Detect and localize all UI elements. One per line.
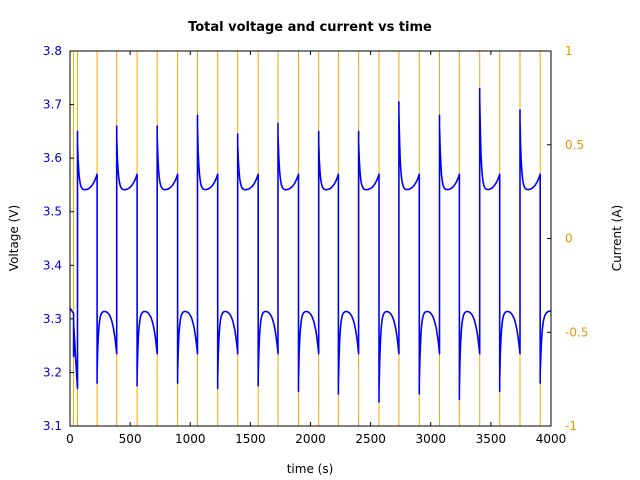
x-tick-label: 4000 [536,432,567,446]
x-tick-label: 2000 [295,432,326,446]
y-tick-label: 3.3 [43,312,62,326]
y2-tick-label: -1 [565,419,577,433]
axis-ticks: 0 500 1000 1500 2000 2500 3000 3500 4000 3.1 3.2 3.… [43,44,589,446]
y2-tick-label: 0 [565,232,573,246]
y-tick-label: 3.7 [43,98,62,112]
y-tick-label: 3.6 [43,151,62,165]
x-tick-label: 2500 [355,432,386,446]
x-tick-label: 3500 [476,432,507,446]
chart-title: Total voltage and current vs time [188,20,432,35]
y2-axis-label: Current (A) [610,205,624,271]
current-series [73,51,541,426]
x-tick-label: 3000 [415,432,446,446]
x-tick-label: 1500 [235,432,266,446]
y-tick-label: 3.8 [43,44,62,58]
y-tick-label: 3.1 [43,419,62,433]
y-tick-label: 3.2 [43,365,62,379]
voltage-line [69,87,552,403]
y2-tick-label: -0.5 [565,325,588,339]
y-axis-label: Voltage (V) [7,205,21,271]
y-tick-label: 3.4 [43,258,62,272]
plot-frame [69,50,552,427]
voltage-series [69,87,552,403]
x-tick-label: 500 [119,432,142,446]
y2-tick-label: 1 [565,44,573,58]
x-tick-label: 1000 [175,432,206,446]
y-tick-label: 3.5 [43,205,62,219]
y2-tick-label: 0.5 [565,138,584,152]
x-tick-label: 0 [66,432,74,446]
x-axis-label: time (s) [287,462,334,476]
